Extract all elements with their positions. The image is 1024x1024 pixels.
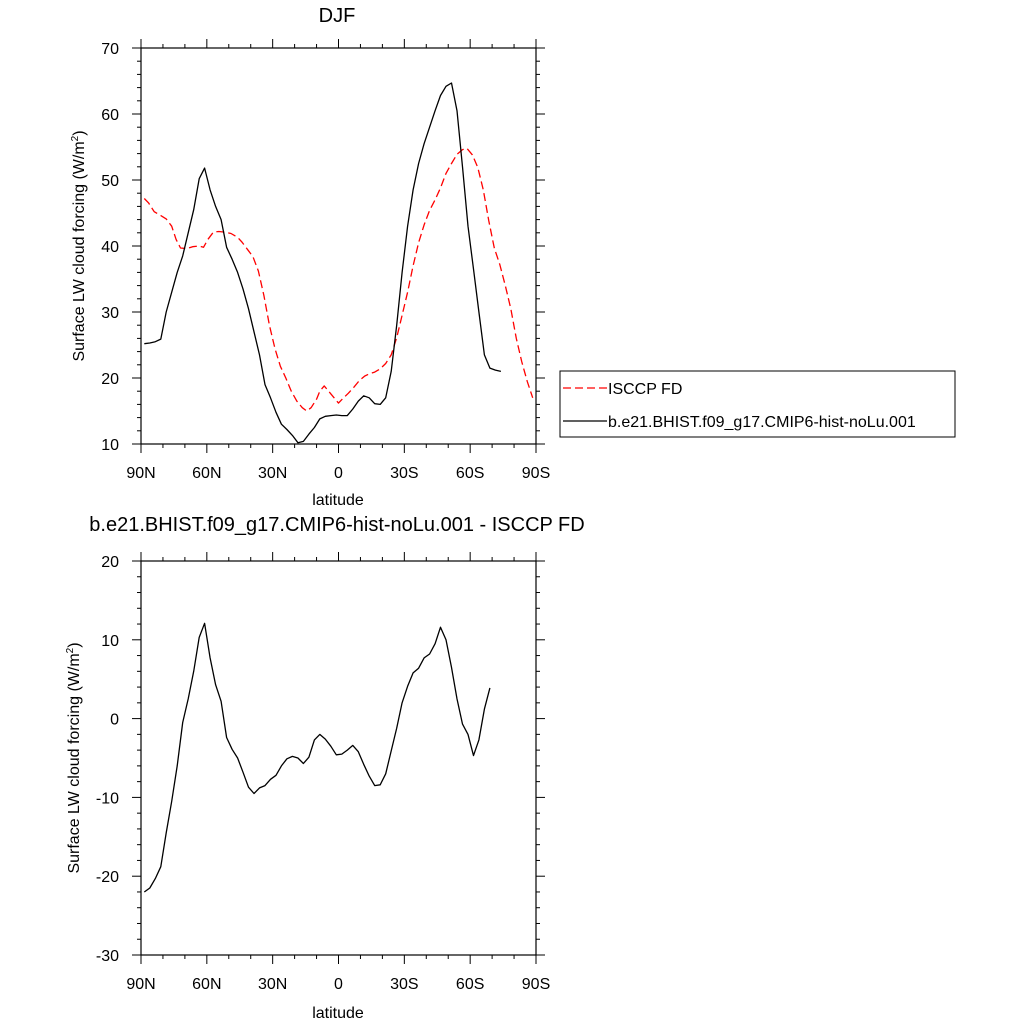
legend-label-model: b.e21.BHIST.f09_g17.CMIP6-hist-noLu.001 [608,414,916,431]
top-x-tick-label: 0 [334,465,343,482]
top-x-tick-label: 60N [192,465,221,482]
bottom-series-line-0 [143,622,491,893]
legend-box [559,370,956,438]
legend: ISCCP FD b.e21.BHIST.f09_g17.CMIP6-hist-… [559,370,956,438]
top-y-axis-label-end: ) [71,130,88,135]
top-y-tick-label: 60 [101,107,119,124]
bottom-y-axis-label-end: ) [66,642,83,647]
top-panel: DJF 10 20 30 40 50 60 70 90N 60N 30N 0 30S 60S 90S l… [70,5,956,509]
top-y-axis-label-sup: 2 [70,135,81,141]
top-y-tick-label: 40 [101,239,119,256]
top-y-tick-label: 10 [101,437,119,454]
bottom-x-tick-label: 30S [390,976,418,993]
top-tick-marks [132,39,545,453]
bottom-y-tick-label: -10 [96,790,119,807]
bottom-panel-title: b.e21.BHIST.f09_g17.CMIP6-hist-noLu.001 … [89,514,584,536]
top-series-line-1 [144,82,502,444]
bottom-panel: b.e21.BHIST.f09_g17.CMIP6-hist-noLu.001 … [65,514,585,1022]
bottom-y-tick-label: -30 [96,948,119,965]
bottom-x-tick-label: 90S [522,976,550,993]
bottom-y-axis-label: Surface LW cloud forcing (W/m2) [65,642,83,873]
bottom-x-tick-labels: 90N 60N 30N 0 30S 60S 90S [126,976,550,993]
bottom-tick-marks [132,552,545,964]
bottom-y-tick-labels: -30 -20 -10 0 10 20 [96,554,119,965]
top-series-lines [143,82,534,444]
bottom-y-axis-label-main: Surface LW cloud forcing (W/m [66,653,83,873]
bottom-x-axis-label: latitude [312,1005,364,1022]
top-y-axis-label: Surface LW cloud forcing (W/m2) [70,130,88,361]
top-y-tick-label: 20 [101,371,119,388]
top-plot-frame [140,47,537,445]
bottom-x-tick-label: 60N [192,976,221,993]
bottom-x-tick-label: 0 [334,976,343,993]
top-x-axis-label: latitude [312,492,364,509]
bottom-x-tick-label: 60S [456,976,484,993]
bottom-y-tick-label: 0 [110,712,119,729]
top-x-tick-label: 30N [258,465,287,482]
bottom-y-tick-label: 20 [101,554,119,571]
top-x-tick-label: 90S [522,465,550,482]
top-panel-title: DJF [319,5,356,27]
legend-label-isccp: ISCCP FD [608,381,682,398]
bottom-series-lines [143,622,491,893]
bottom-y-tick-label: -20 [96,869,119,886]
top-x-tick-labels: 90N 60N 30N 0 30S 60S 90S [126,465,550,482]
top-x-tick-label: 60S [456,465,484,482]
top-y-axis-label-main: Surface LW cloud forcing (W/m [71,141,88,361]
bottom-y-tick-label: 10 [101,633,119,650]
bottom-x-tick-label: 30N [258,976,287,993]
bottom-x-tick-label: 90N [126,976,155,993]
top-x-tick-label: 90N [126,465,155,482]
top-x-tick-label: 30S [390,465,418,482]
top-series-line-0 [143,147,534,412]
bottom-plot-frame [140,560,537,956]
top-y-tick-label: 50 [101,173,119,190]
top-y-tick-labels: 10 20 30 40 50 60 70 [101,41,119,454]
top-y-tick-label: 30 [101,305,119,322]
top-y-tick-label: 70 [101,41,119,58]
bottom-y-axis-label-sup: 2 [65,647,76,653]
